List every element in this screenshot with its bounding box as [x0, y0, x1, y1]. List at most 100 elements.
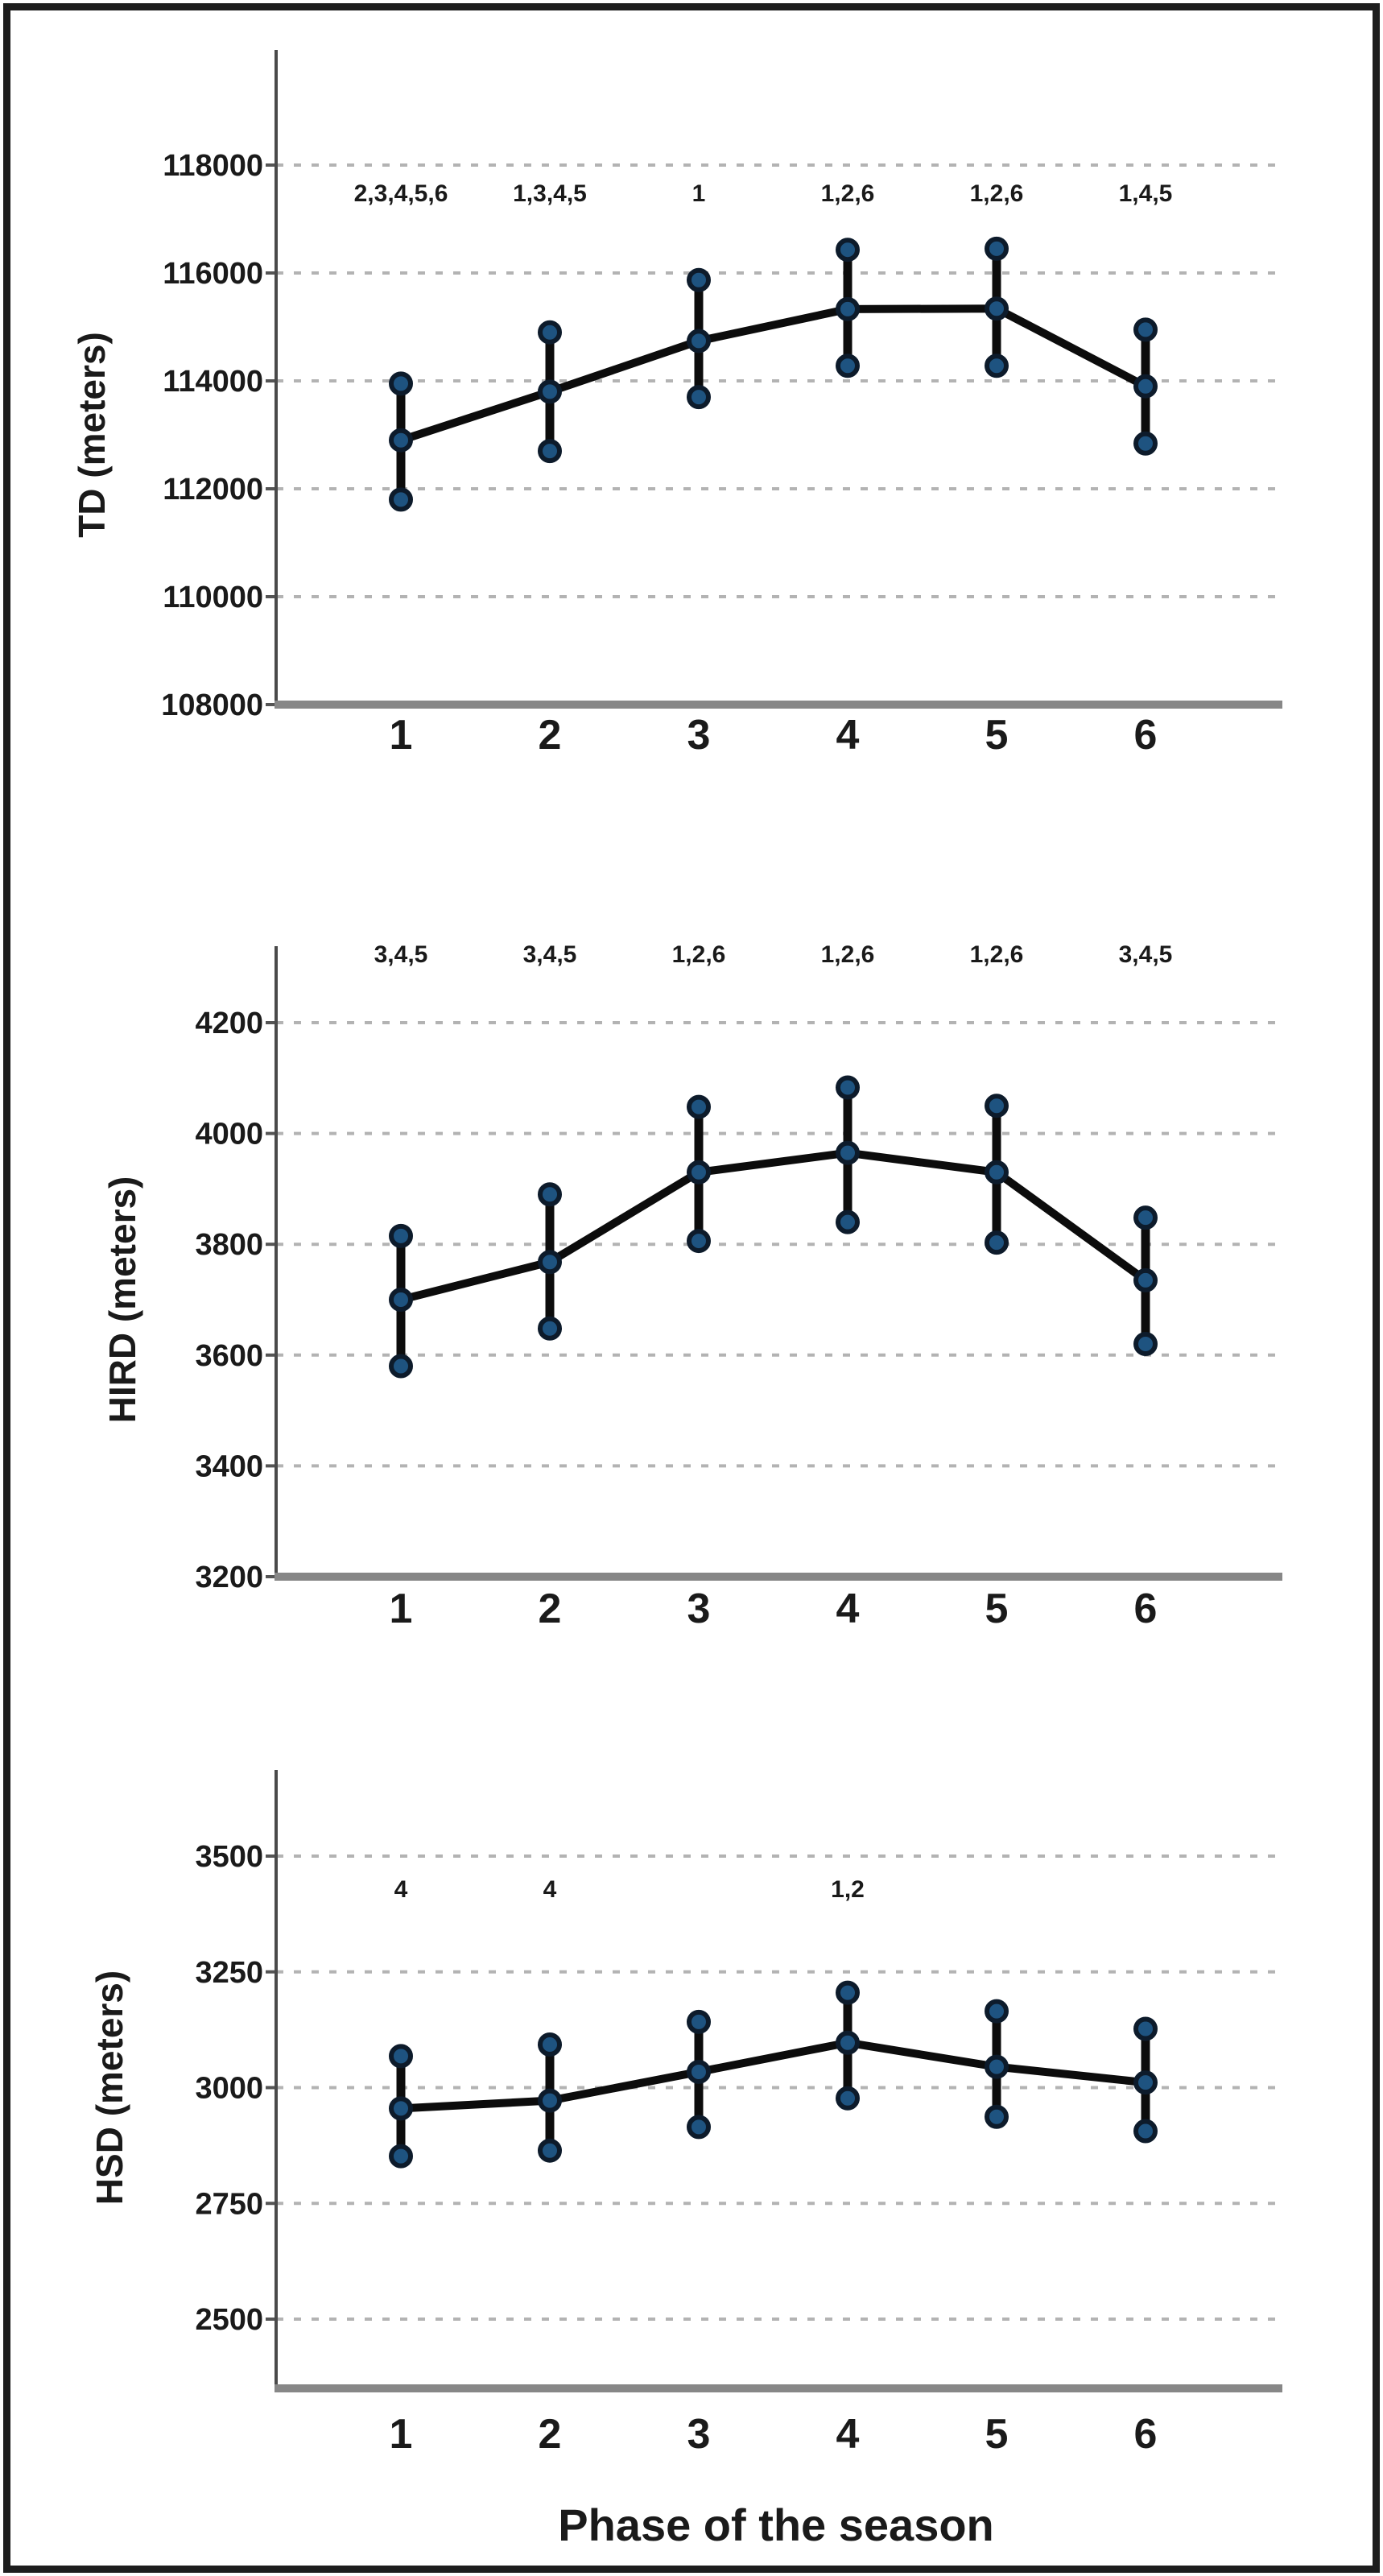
sig-annotation: 1,3,4,5 [513, 180, 587, 207]
data-point-upper-marker [1133, 317, 1158, 342]
data-point-lower-marker [389, 487, 413, 512]
data-point-mean-marker [687, 329, 711, 354]
data-point-mean-marker [389, 428, 413, 453]
data-point-mean-marker [985, 296, 1009, 321]
x-tick-label: 6 [1134, 712, 1158, 759]
y-axis-title: HSD (meters) [89, 1970, 130, 2205]
y-tick-label: 3600 [195, 1339, 263, 1373]
y-tick-label: 2500 [195, 2303, 263, 2337]
data-point-upper-marker [389, 371, 413, 396]
data-point-mean-marker [985, 1160, 1009, 1185]
x-tick-label: 3 [687, 712, 711, 759]
data-point-mean-marker [1133, 374, 1158, 399]
data-point-mean-marker [389, 2096, 413, 2121]
data-point-upper-marker [985, 1094, 1009, 1118]
x-axis-title: Phase of the season [558, 2500, 994, 2550]
sig-annotation: 2,3,4,5,6 [354, 180, 448, 207]
data-point-mean-marker [985, 2054, 1009, 2079]
x-tick-label: 4 [836, 2411, 860, 2458]
data-point-upper-marker [538, 1182, 562, 1207]
x-tick-label: 4 [836, 712, 860, 759]
x-tick-label: 2 [539, 2411, 562, 2458]
data-point-lower-marker [538, 2138, 562, 2163]
series-line [397, 2038, 1150, 2113]
data-point-upper-marker [389, 1223, 413, 1248]
data-point-mean-marker [538, 2088, 562, 2113]
x-tick-label: 1 [390, 712, 413, 759]
sig-annotation: 1,2,6 [970, 180, 1024, 207]
data-point-upper-marker [985, 236, 1009, 261]
data-point-lower-marker [836, 354, 860, 378]
x-tick-label: 5 [985, 712, 1009, 759]
data-point-upper-marker [687, 267, 711, 292]
data-point-lower-marker [687, 385, 711, 410]
data-point-upper-marker [389, 2044, 413, 2069]
x-tick-label: 6 [1134, 2411, 1158, 2458]
data-point-mean-marker [1133, 1267, 1158, 1292]
data-point-lower-marker [985, 354, 1009, 378]
y-tick-label: 2750 [195, 2187, 263, 2221]
x-tick-label: 1 [390, 1586, 413, 1632]
data-point-lower-marker [836, 2086, 860, 2111]
data-point-mean-marker [538, 1250, 562, 1275]
data-point-lower-marker [538, 1316, 562, 1341]
data-point-lower-marker [389, 1354, 413, 1379]
data-point-upper-marker [687, 2009, 711, 2034]
series-line [397, 1148, 1150, 1304]
data-point-lower-marker [985, 2104, 1009, 2129]
x-tick-label: 3 [687, 1586, 711, 1632]
data-point-lower-marker [538, 439, 562, 464]
data-point-mean-marker [836, 2030, 860, 2055]
data-point-upper-marker [538, 320, 562, 345]
data-point-lower-marker [1133, 431, 1158, 456]
y-tick-label: 3000 [195, 2072, 263, 2106]
y-tick-label: 3250 [195, 1956, 263, 1990]
y-tick-label: 4000 [195, 1118, 263, 1152]
y-tick-label: 3500 [195, 1840, 263, 1874]
x-tick-label: 3 [687, 2411, 711, 2458]
x-tick-label: 1 [390, 2411, 413, 2458]
data-point-mean-marker [836, 296, 860, 321]
data-point-upper-marker [1133, 2016, 1158, 2041]
y-tick-label: 3400 [195, 1449, 263, 1483]
data-point-upper-marker [836, 1980, 860, 2005]
data-point-upper-marker [1133, 1205, 1158, 1230]
data-point-mean-marker [836, 1140, 860, 1165]
y-tick-label: 114000 [163, 365, 263, 399]
sig-annotation: 4 [394, 1876, 408, 1903]
sig-annotation: 1,4,5 [1119, 180, 1173, 207]
data-point-mean-marker [389, 1288, 413, 1312]
data-point-upper-marker [687, 1094, 711, 1119]
y-axis-title: TD (meters) [71, 332, 113, 538]
y-tick-label: 110000 [163, 581, 263, 614]
sig-annotation: 1,2,6 [821, 180, 875, 207]
data-point-upper-marker [836, 238, 860, 263]
x-tick-label: 4 [836, 1586, 860, 1632]
data-point-upper-marker [985, 1999, 1009, 2024]
sig-annotation: 1,2,6 [821, 941, 875, 968]
sig-annotation: 3,4,5 [1119, 941, 1173, 968]
data-point-lower-marker [985, 1230, 1009, 1255]
y-tick-label: 116000 [163, 257, 263, 291]
y-tick-label: 108000 [161, 688, 263, 722]
data-point-mean-marker [687, 2059, 711, 2084]
y-tick-label: 3800 [195, 1228, 263, 1262]
y-tick-label: 118000 [163, 149, 263, 183]
data-point-lower-marker [836, 1209, 860, 1234]
y-axis-title: HIRD (meters) [101, 1176, 143, 1424]
sig-annotation: 4 [543, 1876, 557, 1903]
y-tick-label: 3200 [195, 1561, 263, 1594]
data-point-upper-marker [836, 1075, 860, 1100]
data-point-lower-marker [389, 2144, 413, 2169]
data-point-lower-marker [1133, 2119, 1158, 2144]
sig-annotation: 1,2 [831, 1876, 865, 1903]
x-tick-label: 2 [539, 712, 562, 759]
sig-annotation: 1,2,6 [672, 941, 726, 968]
data-point-mean-marker [538, 379, 562, 404]
series-line [397, 304, 1150, 444]
data-point-upper-marker [538, 2032, 562, 2057]
sig-annotation: 1 [692, 180, 706, 207]
data-point-lower-marker [687, 2115, 711, 2140]
